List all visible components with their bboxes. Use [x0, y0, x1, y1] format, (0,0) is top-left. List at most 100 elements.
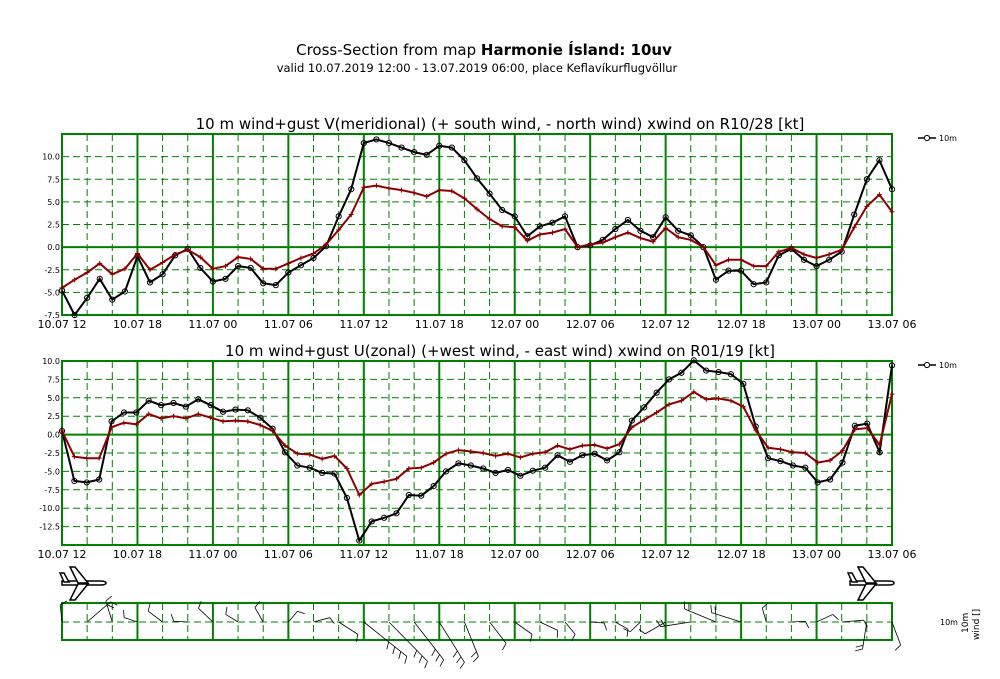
chart-v-gust-point	[487, 216, 493, 222]
chart-u-point	[653, 389, 660, 396]
wind-barb-feather	[530, 634, 533, 642]
chart-v-gust-point	[248, 256, 254, 262]
wind-barb-strip: 10m wind []10m	[58, 566, 982, 669]
chart-v-ytick-label: -2.5	[44, 266, 60, 275]
wind-barb	[711, 612, 742, 623]
chart-u-point	[83, 479, 90, 486]
chart-v-point	[159, 271, 166, 278]
chart-u-point	[108, 418, 115, 425]
chart-v-point	[71, 311, 78, 319]
chart-v-gust-point	[424, 193, 430, 199]
wind-barb-feather	[105, 595, 112, 602]
chart-v-gust-point	[612, 234, 618, 240]
figure-title: Cross-Section from map Harmonie Ísland: …	[296, 40, 672, 59]
chart-u-ytick-label: 10.0	[42, 357, 60, 366]
wind-barb-feather	[60, 600, 68, 606]
chart-v-gust-point	[411, 190, 417, 196]
figure-title-prefix: Cross-Section from map	[296, 41, 481, 59]
chart-u-point	[244, 407, 251, 414]
chart-u-gust-point	[839, 448, 845, 454]
chart-u-point	[182, 403, 189, 410]
wind-barb	[590, 621, 605, 624]
chart-u-point	[71, 477, 78, 485]
chart-u-gust-point	[158, 415, 164, 421]
wind-barb	[86, 601, 111, 623]
chart-v-gust-point	[273, 266, 279, 272]
airplane-icon-right	[846, 566, 895, 601]
chart-v-gust-point	[575, 244, 581, 250]
chart-v-point	[209, 278, 217, 285]
wind-barb-feather	[392, 646, 396, 655]
chart-u-point	[306, 464, 313, 471]
chart-u-point	[257, 414, 264, 421]
chart-u-gust-point	[827, 457, 833, 463]
chart-u-gust-point	[852, 426, 858, 432]
chart-v-point	[763, 279, 770, 286]
chart-u-point	[58, 427, 66, 435]
chart-u-point	[777, 457, 784, 465]
chart-u-gust-point	[864, 425, 870, 431]
chart-u-ytick-label: 5.0	[47, 394, 60, 403]
wind-barb-feather	[297, 610, 305, 615]
chart-u-ytick-label: -2.5	[44, 449, 60, 458]
chart-u-gust-point	[133, 421, 139, 427]
chart-u-point	[715, 368, 722, 376]
chart-u-point	[542, 464, 549, 471]
wind-barb	[514, 621, 533, 635]
chart-v-point	[436, 142, 443, 149]
wind-barb-feather	[762, 602, 769, 609]
wind-barb	[438, 621, 465, 663]
chart-u-gust-point	[790, 449, 796, 455]
chart-u-legend-label: 10m	[939, 361, 957, 370]
chart-u-point	[343, 494, 351, 501]
chart-v-point	[297, 262, 305, 269]
chart-u-gust-point	[530, 451, 536, 457]
chart-v-point	[851, 211, 858, 218]
chart-v-gust-point	[311, 250, 317, 256]
chart-u-point	[207, 402, 214, 409]
chart-u-xtick-label: 12.07 06	[566, 548, 615, 561]
wind-barb-feather	[710, 605, 712, 613]
chart-u-point	[170, 399, 177, 407]
wind-barb-feather	[404, 656, 408, 664]
chart-u-frame	[61, 360, 893, 546]
chart-v-gust-point	[562, 226, 568, 232]
chart-v-gust-point	[524, 238, 530, 244]
chart-u-point	[133, 409, 140, 416]
chart-u-point	[219, 408, 227, 415]
barb-ylabel: wind []	[972, 609, 982, 640]
chart-u-gust-point	[579, 443, 585, 449]
chart-u-gust-point	[691, 389, 697, 395]
chart-u-gust-point	[555, 443, 561, 449]
chart-u-gust-point	[765, 445, 771, 451]
wind-barb	[388, 621, 428, 662]
chart-u-xtick-label: 12.07 18	[717, 548, 766, 561]
chart-u-point	[356, 537, 363, 544]
chart-v-point	[335, 213, 342, 220]
chart-u-point	[158, 402, 165, 409]
chart-u-point	[603, 457, 611, 464]
chart-v-frame	[61, 133, 893, 316]
chart-v-point	[473, 175, 481, 182]
chart-v-point	[876, 157, 883, 164]
chart-u-point	[876, 449, 883, 456]
chart-v-ytick-label: 5.0	[47, 198, 60, 207]
chart-v-point	[511, 213, 518, 220]
chart-u-ytick-label: 0.0	[47, 431, 60, 440]
wind-barb-feather	[470, 651, 477, 658]
wind-barb-feather	[714, 606, 717, 614]
wind-barb-feather	[386, 641, 390, 650]
chart-u-point	[566, 458, 574, 465]
chart-v-gust-point	[84, 269, 90, 275]
chart-v-xtick-label: 13.07 00	[792, 318, 841, 331]
chart-v-point	[662, 214, 669, 221]
wind-barb	[225, 614, 239, 623]
wind-barb-feather	[107, 604, 115, 609]
chart-v-point	[813, 263, 820, 270]
wind-barb-feather	[571, 634, 576, 642]
chart-v-legend-label: 10m	[939, 134, 957, 143]
chart-u-series-line-1	[61, 390, 893, 497]
chart-u-zonal: 10.0 7.5 5.0 2.5 0.0 -2.5 -5.0 -7.5 -10.0 -12.5 10…	[38, 357, 958, 561]
chart-v-gust-point	[738, 257, 744, 263]
chart-u-point	[442, 468, 450, 475]
